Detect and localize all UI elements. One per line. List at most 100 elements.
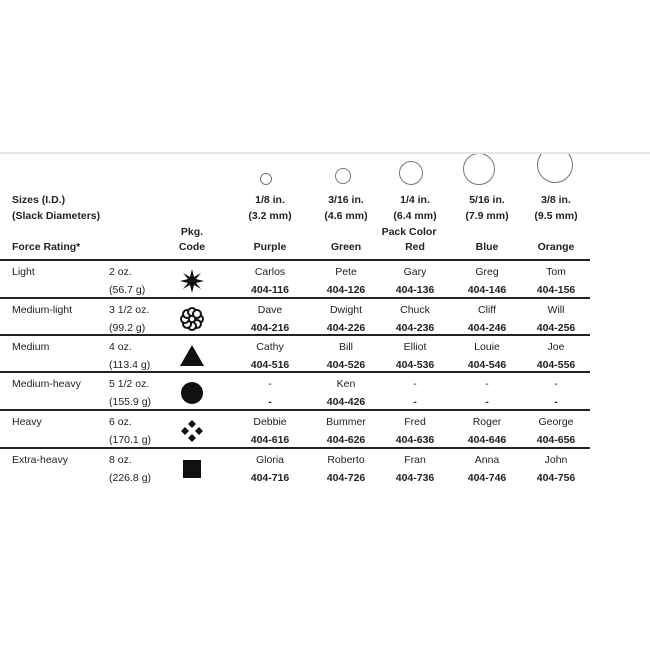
product-code: 404-616 — [250, 434, 290, 446]
weight-grams: (170.1 g) — [109, 434, 152, 446]
square-icon — [183, 460, 201, 478]
product-code: 404-636 — [395, 434, 435, 446]
product-code: 404-526 — [326, 359, 366, 371]
ring-size-2-icon — [399, 161, 423, 185]
sizes-label: Sizes (I.D.) — [12, 194, 66, 206]
product-name: Dwight — [329, 304, 363, 316]
force-rating: Medium — [12, 341, 50, 353]
triangle-icon — [180, 345, 204, 366]
pack-color-label: Pack Color — [381, 226, 437, 238]
product-code: - — [554, 396, 558, 408]
product-code: 404-516 — [250, 359, 290, 371]
size-mm: (3.2 mm) — [248, 210, 292, 222]
pack-color: Orange — [537, 241, 575, 253]
product-name: Chuck — [400, 304, 430, 316]
product-name: Tom — [546, 266, 566, 278]
product-name: Roberto — [327, 454, 365, 466]
product-code: 404-116 — [251, 284, 289, 296]
size-inch: 1/8 in. — [255, 194, 285, 206]
force-rating: Heavy — [12, 416, 42, 428]
product-code: - — [413, 396, 417, 408]
product-name: - — [268, 378, 272, 390]
weight-oz: 2 oz. — [109, 266, 132, 278]
product-code: 404-136 — [395, 284, 435, 296]
product-code: 404-746 — [467, 472, 507, 484]
product-code: 404-546 — [467, 359, 507, 371]
product-name: Gary — [403, 266, 427, 278]
size-inch: 3/8 in. — [541, 194, 571, 206]
product-code: 404-556 — [536, 359, 576, 371]
ring-size-0-icon — [260, 173, 272, 185]
product-name: John — [544, 454, 568, 466]
force-rating: Medium-heavy — [12, 378, 81, 390]
size-inch: 1/4 in. — [400, 194, 430, 206]
product-code: 404-736 — [395, 472, 435, 484]
row-divider — [0, 371, 590, 373]
ring-size-1-icon — [335, 168, 351, 184]
ring-size-4-icon — [537, 154, 573, 183]
product-code: 404-226 — [326, 322, 366, 334]
size-chart-table: Sizes (I.D.) (Slack Diameters) Force Rat… — [0, 152, 650, 514]
product-code: 404-756 — [536, 472, 576, 484]
product-name: Dave — [257, 304, 283, 316]
weight-oz: 5 1/2 oz. — [109, 378, 150, 390]
weight-grams: (99.2 g) — [109, 322, 146, 334]
size-mm: (4.6 mm) — [324, 210, 368, 222]
pack-color: Blue — [475, 241, 499, 253]
product-name: Pete — [335, 266, 357, 278]
product-name: Anna — [474, 454, 500, 466]
product-name: Elliot — [403, 341, 427, 353]
product-name: Fred — [404, 416, 426, 428]
product-name: - — [413, 378, 417, 390]
flower-icon — [180, 307, 204, 331]
product-code: 404-216 — [250, 322, 290, 334]
product-name: Joe — [547, 341, 565, 353]
product-code: 404-236 — [395, 322, 435, 334]
product-code: 404-126 — [326, 284, 366, 296]
star-icon — [180, 269, 204, 293]
product-code: 404-426 — [326, 396, 366, 408]
pkg-label: Pkg. — [180, 226, 204, 238]
product-name: Louie — [474, 341, 500, 353]
product-code: - — [485, 396, 489, 408]
ring-size-3-icon — [463, 154, 495, 185]
force-rating: Medium-light — [12, 304, 73, 316]
force-rating-label: Force Rating* — [12, 241, 81, 253]
product-name: Debbie — [253, 416, 287, 428]
row-divider — [0, 409, 590, 411]
size-inch: 5/16 in. — [469, 194, 505, 206]
product-code: 404-536 — [395, 359, 435, 371]
size-mm: (9.5 mm) — [534, 210, 578, 222]
product-name: Ken — [336, 378, 356, 390]
product-name: Will — [547, 304, 565, 316]
product-code: 404-716 — [250, 472, 290, 484]
product-name: Bummer — [326, 416, 366, 428]
size-mm: (6.4 mm) — [393, 210, 437, 222]
pack-color: Purple — [253, 241, 287, 253]
pack-color: Green — [330, 241, 362, 253]
product-name: Roger — [472, 416, 502, 428]
slack-label: (Slack Diameters) — [12, 210, 101, 222]
row-divider — [0, 447, 590, 449]
product-name: Cliff — [478, 304, 496, 316]
weight-grams: (56.7 g) — [109, 284, 146, 296]
weight-oz: 8 oz. — [109, 454, 132, 466]
weight-oz: 6 oz. — [109, 416, 132, 428]
row-divider — [0, 334, 590, 336]
product-code: - — [268, 396, 272, 408]
pack-color: Red — [405, 241, 425, 253]
weight-grams: (226.8 g) — [109, 472, 152, 484]
product-code: 404-146 — [467, 284, 507, 296]
product-name: Cathy — [256, 341, 284, 353]
size-mm: (7.9 mm) — [465, 210, 509, 222]
product-name: Greg — [475, 266, 499, 278]
size-inch: 3/16 in. — [328, 194, 364, 206]
product-name: George — [538, 416, 574, 428]
code-label: Code — [178, 241, 206, 253]
product-code: 404-646 — [467, 434, 507, 446]
product-code: 404-246 — [467, 322, 507, 334]
product-name: Fran — [404, 454, 426, 466]
header-divider — [0, 259, 590, 261]
weight-grams: (155.9 g) — [109, 396, 152, 408]
weight-oz: 4 oz. — [109, 341, 132, 353]
